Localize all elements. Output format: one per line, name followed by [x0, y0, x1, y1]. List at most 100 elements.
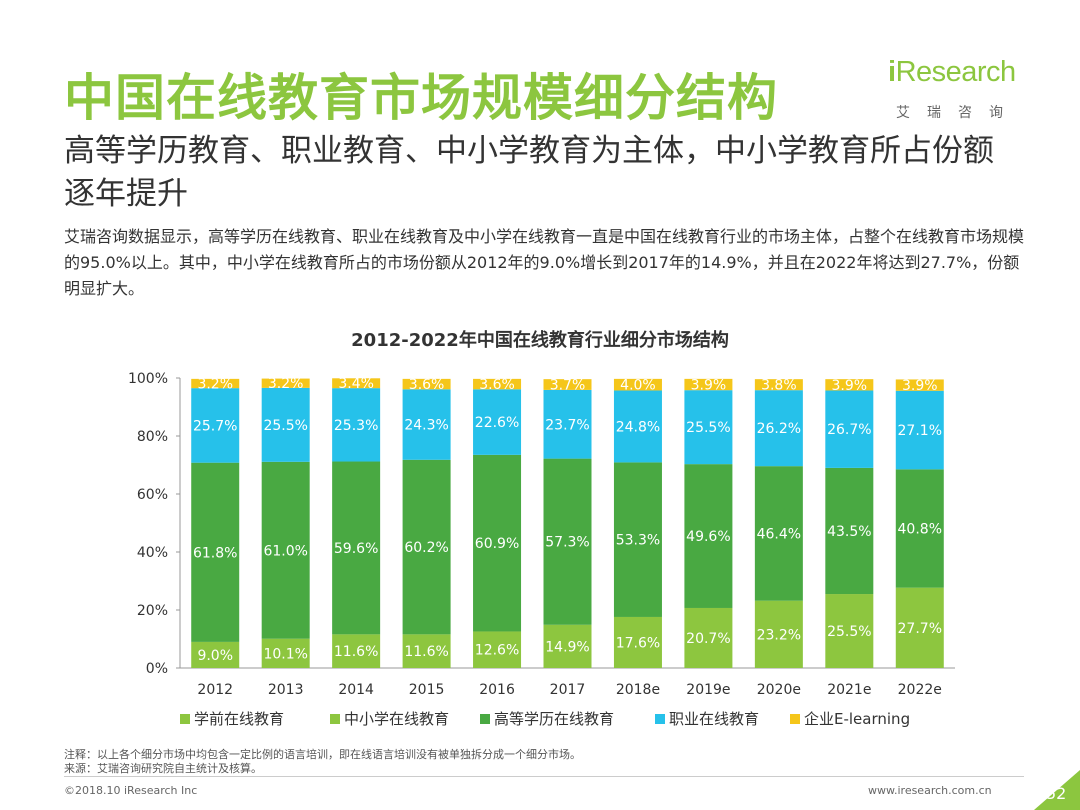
website-link[interactable]: www.iresearch.com.cn [868, 784, 992, 797]
data-label: 49.6% [686, 529, 730, 545]
data-label: 27.7% [898, 621, 942, 637]
x-tick-label: 2021e [827, 682, 871, 698]
copyright-text: ©2018.10 iResearch Inc [64, 784, 198, 797]
source-text: 来源：艾瑞咨询研究院自主统计及核算。 [64, 762, 262, 775]
y-tick-label: 80% [137, 429, 168, 445]
data-label: 3.6% [479, 377, 515, 393]
data-label: 3.2% [197, 377, 233, 393]
data-label: 60.9% [475, 536, 519, 552]
legend-label: 高等学历在线教育 [494, 710, 614, 728]
logo-wordmark: iResearch [888, 56, 1016, 88]
bar-segment [825, 467, 874, 595]
bar-segment [754, 390, 803, 467]
legend-swatch [180, 714, 190, 724]
bar-segment [895, 379, 944, 391]
y-tick-label: 40% [137, 545, 168, 561]
chart-title: 2012-2022年中国在线教育行业细分市场结构 [351, 330, 729, 351]
y-tick-label: 60% [137, 487, 168, 503]
data-label: 27.1% [898, 423, 942, 439]
data-label: 53.3% [616, 533, 660, 549]
legend-swatch [480, 714, 490, 724]
data-label: 3.7% [550, 378, 586, 394]
bar-segment [473, 454, 522, 632]
bar-segment [825, 594, 874, 668]
x-tick-label: 2022e [898, 682, 942, 698]
data-label: 3.6% [409, 377, 445, 393]
bar-segment [895, 469, 944, 588]
page-number: 52 [1046, 784, 1067, 803]
bar-segment [332, 461, 381, 635]
data-label: 3.9% [691, 378, 727, 394]
data-label: 3.2% [268, 376, 304, 392]
bar-segment [191, 388, 240, 463]
bar-segment [825, 379, 874, 391]
data-label: 46.4% [757, 526, 801, 542]
data-label: 9.0% [197, 648, 233, 664]
bar-segment [684, 607, 733, 668]
data-label: 25.5% [263, 418, 307, 434]
page-description: 艾瑞咨询数据显示，高等学历在线教育、职业在线教育及中小学在线教育一直是中国在线教… [64, 227, 1025, 298]
legend-swatch [790, 714, 800, 724]
data-label: 24.8% [616, 419, 660, 435]
page-title: 中国在线教育市场规模细分结构 [64, 69, 778, 127]
iresearch-logo: iResearch 艾瑞咨询 [888, 56, 1028, 126]
data-label: 11.6% [404, 644, 448, 660]
note-text: 注释：以上各个细分市场中均包含一定比例的语言培训，即在线语言培训没有被单独拆分成… [64, 748, 581, 761]
bar-segment [332, 378, 381, 389]
bar-segment [613, 378, 662, 391]
bar-segment [191, 462, 240, 642]
bar-segment [543, 389, 592, 459]
bar-segment [332, 634, 381, 668]
data-label: 57.3% [545, 535, 589, 551]
data-label: 25.5% [686, 420, 730, 436]
bar-segment [754, 600, 803, 668]
legend-label: 中小学在线教育 [344, 710, 449, 728]
bar-segment [754, 466, 803, 601]
bar-segment [895, 587, 944, 668]
data-label: 3.8% [761, 378, 797, 394]
data-label: 26.2% [757, 421, 801, 437]
legend-label: 职业在线教育 [669, 710, 759, 728]
data-label: 4.0% [620, 378, 656, 394]
corner-decoration [1034, 770, 1080, 810]
x-tick-label: 2018e [616, 682, 660, 698]
bar-segment [261, 387, 310, 462]
bar-segment [473, 378, 522, 390]
bar-segment [402, 459, 451, 635]
data-label: 22.6% [475, 415, 519, 431]
data-label: 17.6% [616, 635, 660, 651]
bar-segment [684, 464, 733, 608]
data-label: 23.7% [545, 417, 589, 433]
x-tick-label: 2020e [757, 682, 801, 698]
data-label: 14.9% [545, 639, 589, 655]
legend-label: 学前在线教育 [194, 710, 284, 728]
bar-segment [261, 461, 310, 639]
data-label: 12.6% [475, 643, 519, 659]
bar-segment [825, 390, 874, 468]
logo-subtitle: 艾瑞咨询 [896, 105, 1020, 121]
bar-segment [684, 390, 733, 465]
data-label: 10.1% [263, 646, 307, 662]
data-label: 23.2% [757, 627, 801, 643]
bar-segment [613, 390, 662, 463]
x-tick-label: 2014 [338, 682, 374, 698]
data-label: 61.8% [193, 545, 237, 561]
data-label: 25.5% [827, 624, 871, 640]
bar-segment [191, 378, 240, 389]
bar-segment [613, 462, 662, 617]
x-tick-label: 2012 [197, 682, 233, 698]
bar-segment [402, 389, 451, 460]
data-label: 25.7% [193, 418, 237, 434]
legend-swatch [330, 714, 340, 724]
bar-segment [543, 624, 592, 668]
data-label: 40.8% [898, 522, 942, 538]
bar-segment [473, 631, 522, 668]
bar-segment [261, 638, 310, 668]
bar-segment [543, 379, 592, 390]
data-label: 3.4% [338, 376, 374, 392]
bar-segment [754, 379, 803, 391]
bar-segment [684, 378, 733, 391]
y-tick-label: 0% [146, 661, 168, 677]
bar-segment [191, 641, 240, 668]
bar-segment [261, 378, 310, 388]
